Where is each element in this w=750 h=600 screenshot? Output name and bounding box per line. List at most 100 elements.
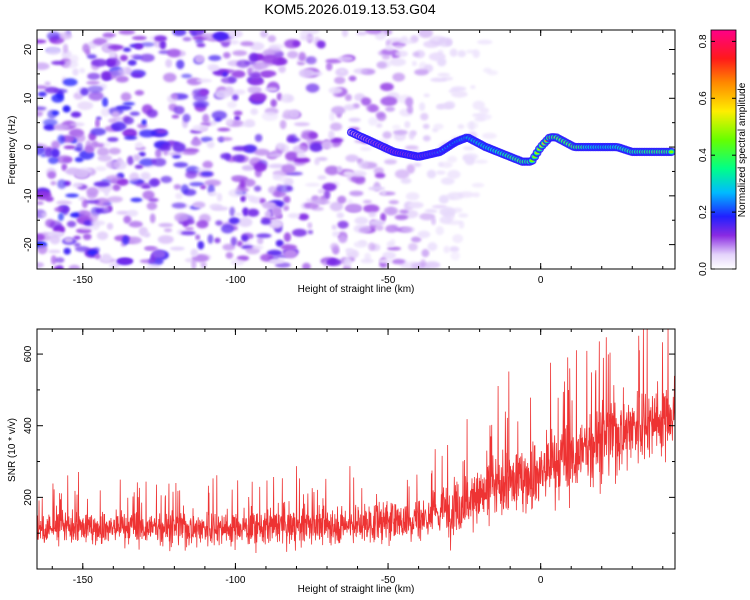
spectrogram-noise-blob — [261, 201, 276, 208]
spectrogram-noise-blob — [101, 43, 114, 53]
spectrogram-noise-blob — [309, 142, 323, 152]
spectrogram-noise-blob — [449, 246, 460, 253]
spectrogram-noise-blob — [90, 127, 106, 136]
spectrogram-noise-blob — [283, 206, 289, 211]
spectrogram-noise-blob — [260, 218, 271, 225]
spectrogram-noise-blob — [264, 87, 279, 92]
spectrogram-noise-blob — [77, 101, 94, 110]
spectrogram-noise-blob — [75, 246, 90, 252]
spectrogram-x-ticks: -150 -100 -50 0 — [51, 30, 664, 286]
spectrogram-noise-blob — [232, 94, 239, 101]
spectrogram-noise-blob — [133, 154, 141, 162]
spectrogram-noise-blob — [392, 72, 406, 82]
x-tick-label: -150 — [73, 275, 93, 286]
spectrogram-noise-blob — [228, 189, 244, 198]
spectrogram-noise-blob — [220, 153, 232, 160]
spectrogram-noise-blob — [413, 162, 422, 167]
spectrogram-noise-blob — [270, 99, 278, 108]
spectrogram-noise-blob — [148, 178, 160, 187]
spectrogram-noise-blob — [347, 199, 353, 206]
spectrogram-noise-blob — [48, 249, 61, 254]
spectrogram-noise-blob — [173, 105, 185, 115]
spectrogram-noise-blob — [286, 134, 294, 143]
spectrogram-noise-blob — [106, 160, 120, 169]
spectrogram-noise-blob — [214, 89, 230, 99]
spectrogram-noise-blob — [142, 190, 155, 200]
spectrogram-noise-blob — [129, 111, 140, 116]
spectrogram-noise-blob — [350, 175, 366, 183]
spectrogram-noise-blob — [46, 46, 61, 56]
spectrogram-noise-blob — [239, 179, 246, 189]
spectrogram-noise-blob — [368, 117, 378, 126]
y-tick-label: 10 — [23, 92, 34, 104]
spectrogram-noise-blob — [51, 60, 66, 65]
spectrogram-noise-blob — [62, 105, 71, 113]
spectrogram-noise-blob — [97, 147, 110, 157]
spectrogram-noise-blob — [325, 58, 342, 64]
spectrogram-noise-blob — [129, 54, 142, 59]
spectrogram-noise-blob — [249, 78, 265, 86]
spectrogram-noise-blob — [62, 43, 69, 54]
spectrogram-noise-blob — [304, 182, 321, 187]
spectrogram-noise-blob — [131, 35, 147, 41]
spectrogram-noise-blob — [87, 192, 97, 200]
spectrogram-noise-blob — [140, 42, 155, 47]
x-tick-label: -100 — [225, 275, 245, 286]
spectrogram-noise-blob — [345, 248, 354, 253]
spectrogram-noise-blob — [93, 181, 111, 187]
spectrogram-noise-blob — [283, 232, 291, 242]
spectrogram-noise-blob — [195, 234, 201, 240]
spectrogram-noise-blob — [89, 213, 99, 222]
spectrogram-noise-blob — [383, 206, 399, 216]
spectrogram-noise-blob — [107, 196, 123, 203]
spectrogram-noise-blob — [189, 182, 205, 187]
spectrogram-noise-blob — [357, 159, 369, 169]
spectrogram-noise-blob — [248, 72, 262, 78]
spectrogram-noise-blob — [48, 156, 59, 165]
spectrogram-noise-blob — [119, 54, 128, 62]
spectrogram-noise-blob — [423, 93, 430, 98]
spectrogram-noise-blob — [438, 194, 449, 204]
spectrogram-noise-blob — [216, 193, 223, 202]
spectrogram-noise-blob — [406, 104, 414, 114]
spectrogram-noise-blob — [131, 73, 143, 78]
spectrogram-noise-blob — [248, 52, 259, 63]
spectrogram-noise-blob — [85, 199, 100, 204]
spectrogram-noise-blob — [457, 50, 467, 58]
spectrogram-noise-blob — [325, 62, 333, 71]
spectrogram-noise-blob — [117, 258, 134, 264]
spectrogram-noise-blob — [296, 153, 307, 158]
spectrogram-noise-blob — [192, 124, 209, 132]
spectrogram-noise-blob — [185, 226, 194, 231]
spectrogram-noise-blob — [58, 32, 73, 40]
spectrogram-noise-blob — [208, 191, 218, 197]
spectrogram-noise-blob — [111, 178, 118, 184]
snr-x-ticks: -150 -100 -50 0 — [51, 329, 664, 586]
spectrogram-noise-blob — [129, 172, 140, 183]
spectrogram-noise-blob — [123, 215, 132, 224]
spectrogram-noise-blob — [111, 111, 120, 118]
spectrogram-noise-blob — [395, 44, 404, 50]
spectrogram-noise-blob — [419, 102, 426, 111]
spectrogram-noise-blob — [62, 206, 69, 216]
spectrogram-noise-blob — [70, 111, 82, 118]
spectrogram-noise-blob — [200, 185, 207, 190]
spectrogram-noise-blob — [194, 54, 205, 64]
spectrogram-noise-blob — [253, 185, 262, 192]
spectrogram-noise-blob — [411, 60, 417, 67]
spectrogram-noise-blob — [316, 40, 326, 49]
spectrogram-noise-blob — [360, 258, 374, 264]
spectrogram-blobs — [37, 30, 498, 269]
spectrogram-noise-blob — [345, 154, 359, 163]
spectrogram-noise-blob — [37, 233, 45, 242]
spectrogram-noise-blob — [298, 213, 309, 221]
spectrogram-noise-blob — [87, 54, 97, 60]
spectrogram-noise-blob — [247, 208, 260, 217]
spectrogram-noise-blob — [299, 35, 316, 41]
spectrogram-noise-blob — [294, 149, 305, 155]
spectrogram-frame — [36, 29, 676, 270]
spectrogram-noise-blob — [232, 146, 249, 151]
spectrogram-noise-blob — [181, 73, 193, 79]
spectrogram-noise-blob — [328, 87, 343, 94]
